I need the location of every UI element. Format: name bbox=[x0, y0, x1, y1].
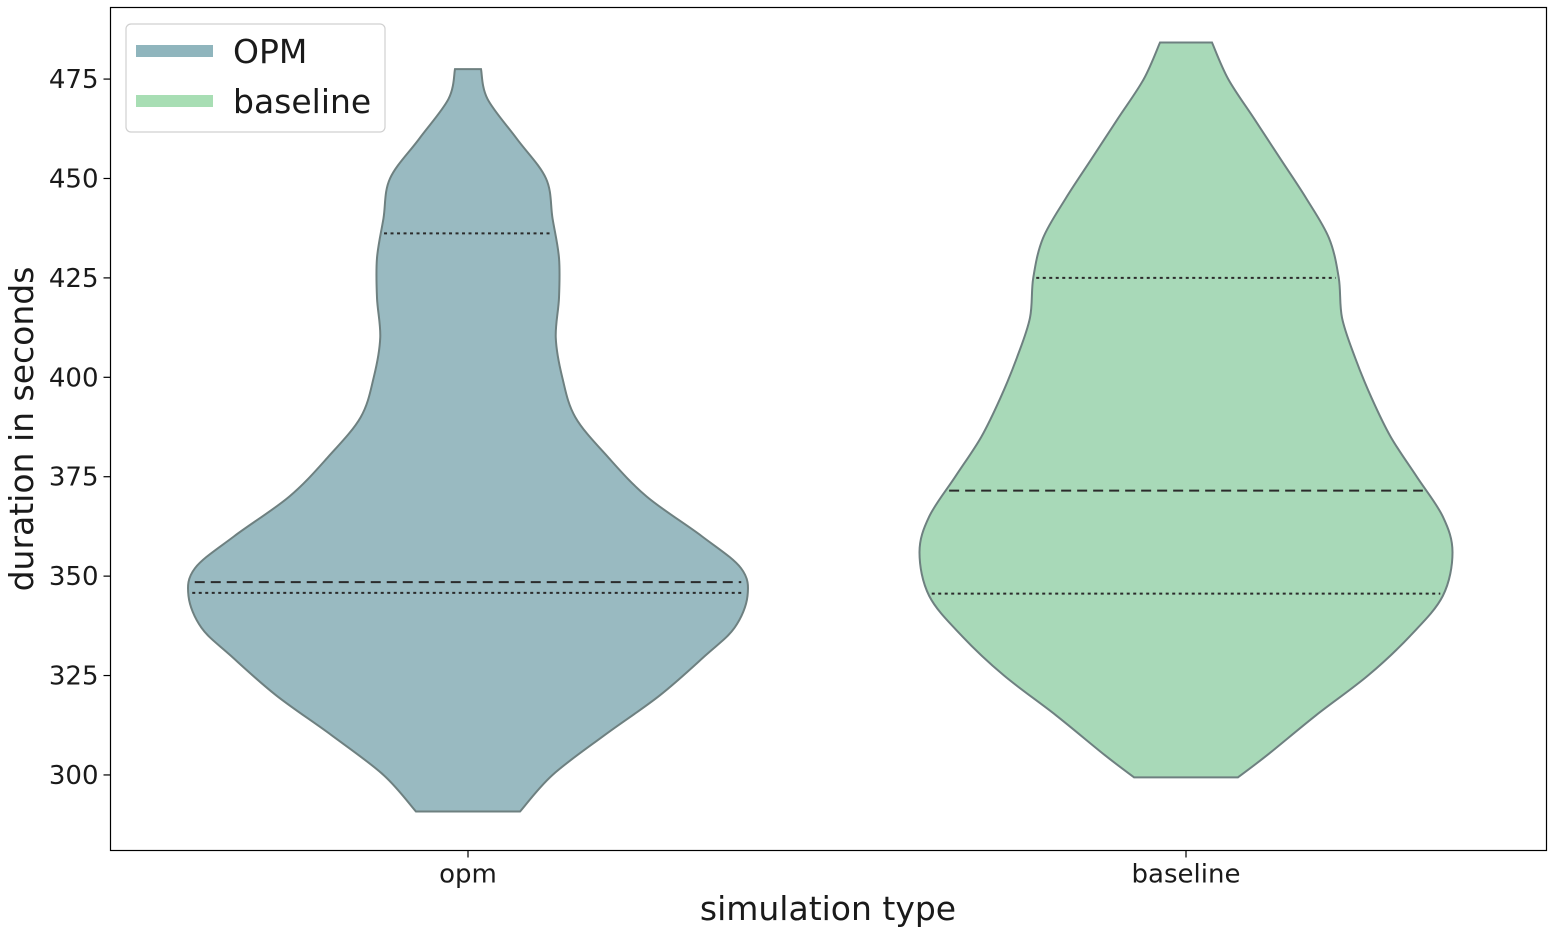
x-tick-label: opm bbox=[439, 860, 497, 890]
y-axis-title: duration in seconds bbox=[2, 267, 41, 592]
x-axis: opm baseline bbox=[439, 850, 1241, 890]
x-tick-label: baseline bbox=[1132, 860, 1241, 890]
legend-label: OPM bbox=[233, 32, 307, 71]
legend-label: baseline bbox=[233, 82, 371, 121]
y-tick-label: 400 bbox=[49, 363, 99, 393]
plot-frame bbox=[109, 6, 1548, 852]
legend: OPM baseline bbox=[125, 23, 386, 133]
y-axis: 300 325 350 375 400 425 450 475 bbox=[49, 65, 111, 791]
violin-layer bbox=[186, 41, 1454, 813]
y-tick-label: 300 bbox=[49, 761, 99, 791]
violin-opm bbox=[186, 68, 750, 813]
quartile-layer bbox=[192, 232, 1441, 595]
y-tick-label: 325 bbox=[49, 662, 99, 692]
legend-swatch bbox=[136, 95, 213, 107]
legend-swatch bbox=[136, 45, 213, 57]
y-tick-label: 425 bbox=[49, 264, 99, 294]
y-tick-label: 475 bbox=[49, 65, 99, 95]
x-axis-title: simulation type bbox=[700, 889, 956, 928]
y-tick-label: 350 bbox=[49, 562, 99, 592]
violin-baseline bbox=[918, 41, 1454, 779]
y-tick-label: 375 bbox=[49, 463, 99, 493]
y-tick-label: 450 bbox=[49, 164, 99, 194]
